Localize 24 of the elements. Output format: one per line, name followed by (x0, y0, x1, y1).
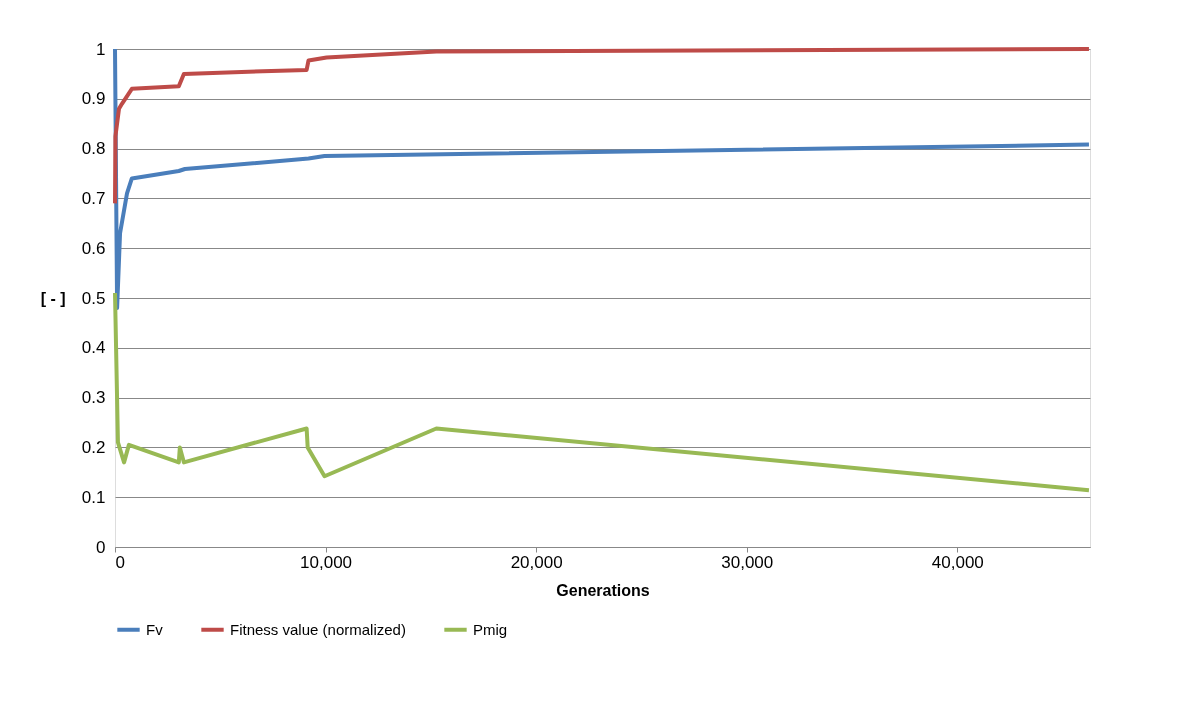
y-tick-label: 0.6 (81, 238, 106, 258)
legend-label: Fv (146, 620, 164, 638)
line-series (113, 291, 1091, 493)
legend-label: Pmig (473, 620, 508, 638)
line-series (113, 47, 1091, 310)
legend-label: Fitness value (normalized) (230, 620, 406, 638)
line-series (113, 47, 1091, 206)
y-tick-label: 0 (96, 537, 106, 557)
y-tick-label: 0.3 (81, 388, 106, 408)
x-tick-label: 20,000 (510, 552, 563, 572)
y-tick-label: 0.7 (81, 188, 106, 208)
x-tick-label: 40,000 (931, 552, 984, 572)
x-tick-label: 10,000 (300, 552, 353, 572)
x-tick-label: 30,000 (721, 552, 774, 572)
y-tick-label: 0.8 (81, 139, 106, 159)
y-axis-title: [ - ] (40, 289, 66, 307)
y-tick-label: 0.1 (81, 487, 106, 507)
y-tick-label: 0.5 (81, 288, 106, 308)
y-tick-label: 1 (96, 39, 106, 59)
y-tick-label: 0.9 (81, 89, 106, 109)
x-axis-title: Generations (556, 581, 650, 599)
y-tick-label: 0.2 (81, 437, 106, 457)
x-tick-label: 0 (115, 552, 125, 572)
y-tick-label: 0.4 (81, 338, 106, 358)
